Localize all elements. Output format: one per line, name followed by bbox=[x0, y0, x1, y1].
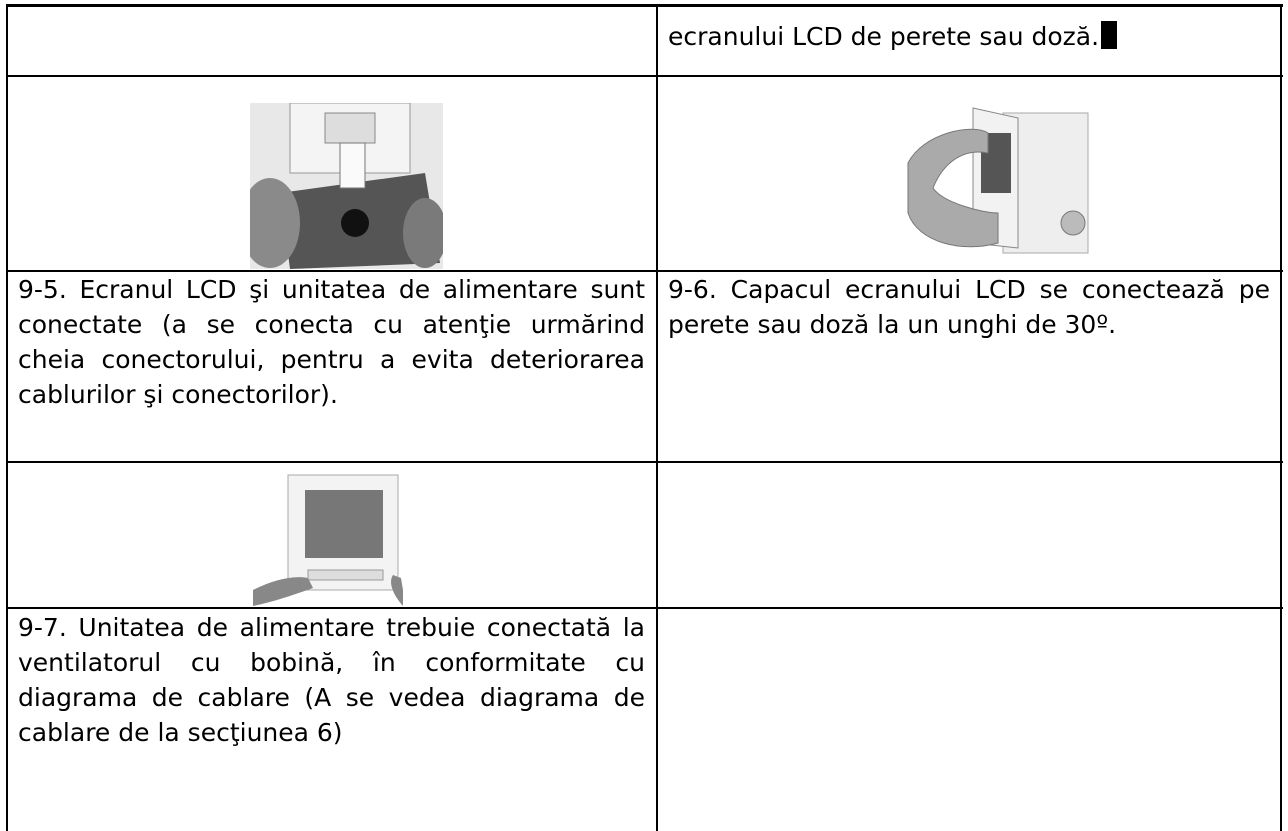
photo-lcd-connection bbox=[250, 103, 443, 269]
table-border bbox=[6, 4, 1283, 7]
photo-lcd-cover bbox=[903, 93, 1103, 258]
table-cell: 9-7. Unitatea de alimentare trebuie cone… bbox=[18, 613, 645, 747]
table-border bbox=[6, 75, 1283, 77]
table-border bbox=[1280, 5, 1282, 831]
table-border bbox=[6, 461, 1283, 463]
table-border bbox=[6, 5, 8, 831]
cell-text: ecranului LCD de perete sau doză. bbox=[668, 22, 1100, 51]
table-cell: 9-6. Capacul ecranului LCD se conectează… bbox=[668, 275, 1270, 339]
table-border bbox=[656, 5, 658, 831]
table-cell: 9-5. Ecranul LCD şi unitatea de alimenta… bbox=[18, 275, 645, 409]
photo-lcd-mounted bbox=[253, 470, 403, 606]
table-border bbox=[6, 607, 1283, 609]
table-border bbox=[6, 270, 1283, 272]
text-cursor bbox=[1101, 21, 1118, 49]
table-cell: ecranului LCD de perete sau doză. bbox=[668, 19, 1268, 54]
